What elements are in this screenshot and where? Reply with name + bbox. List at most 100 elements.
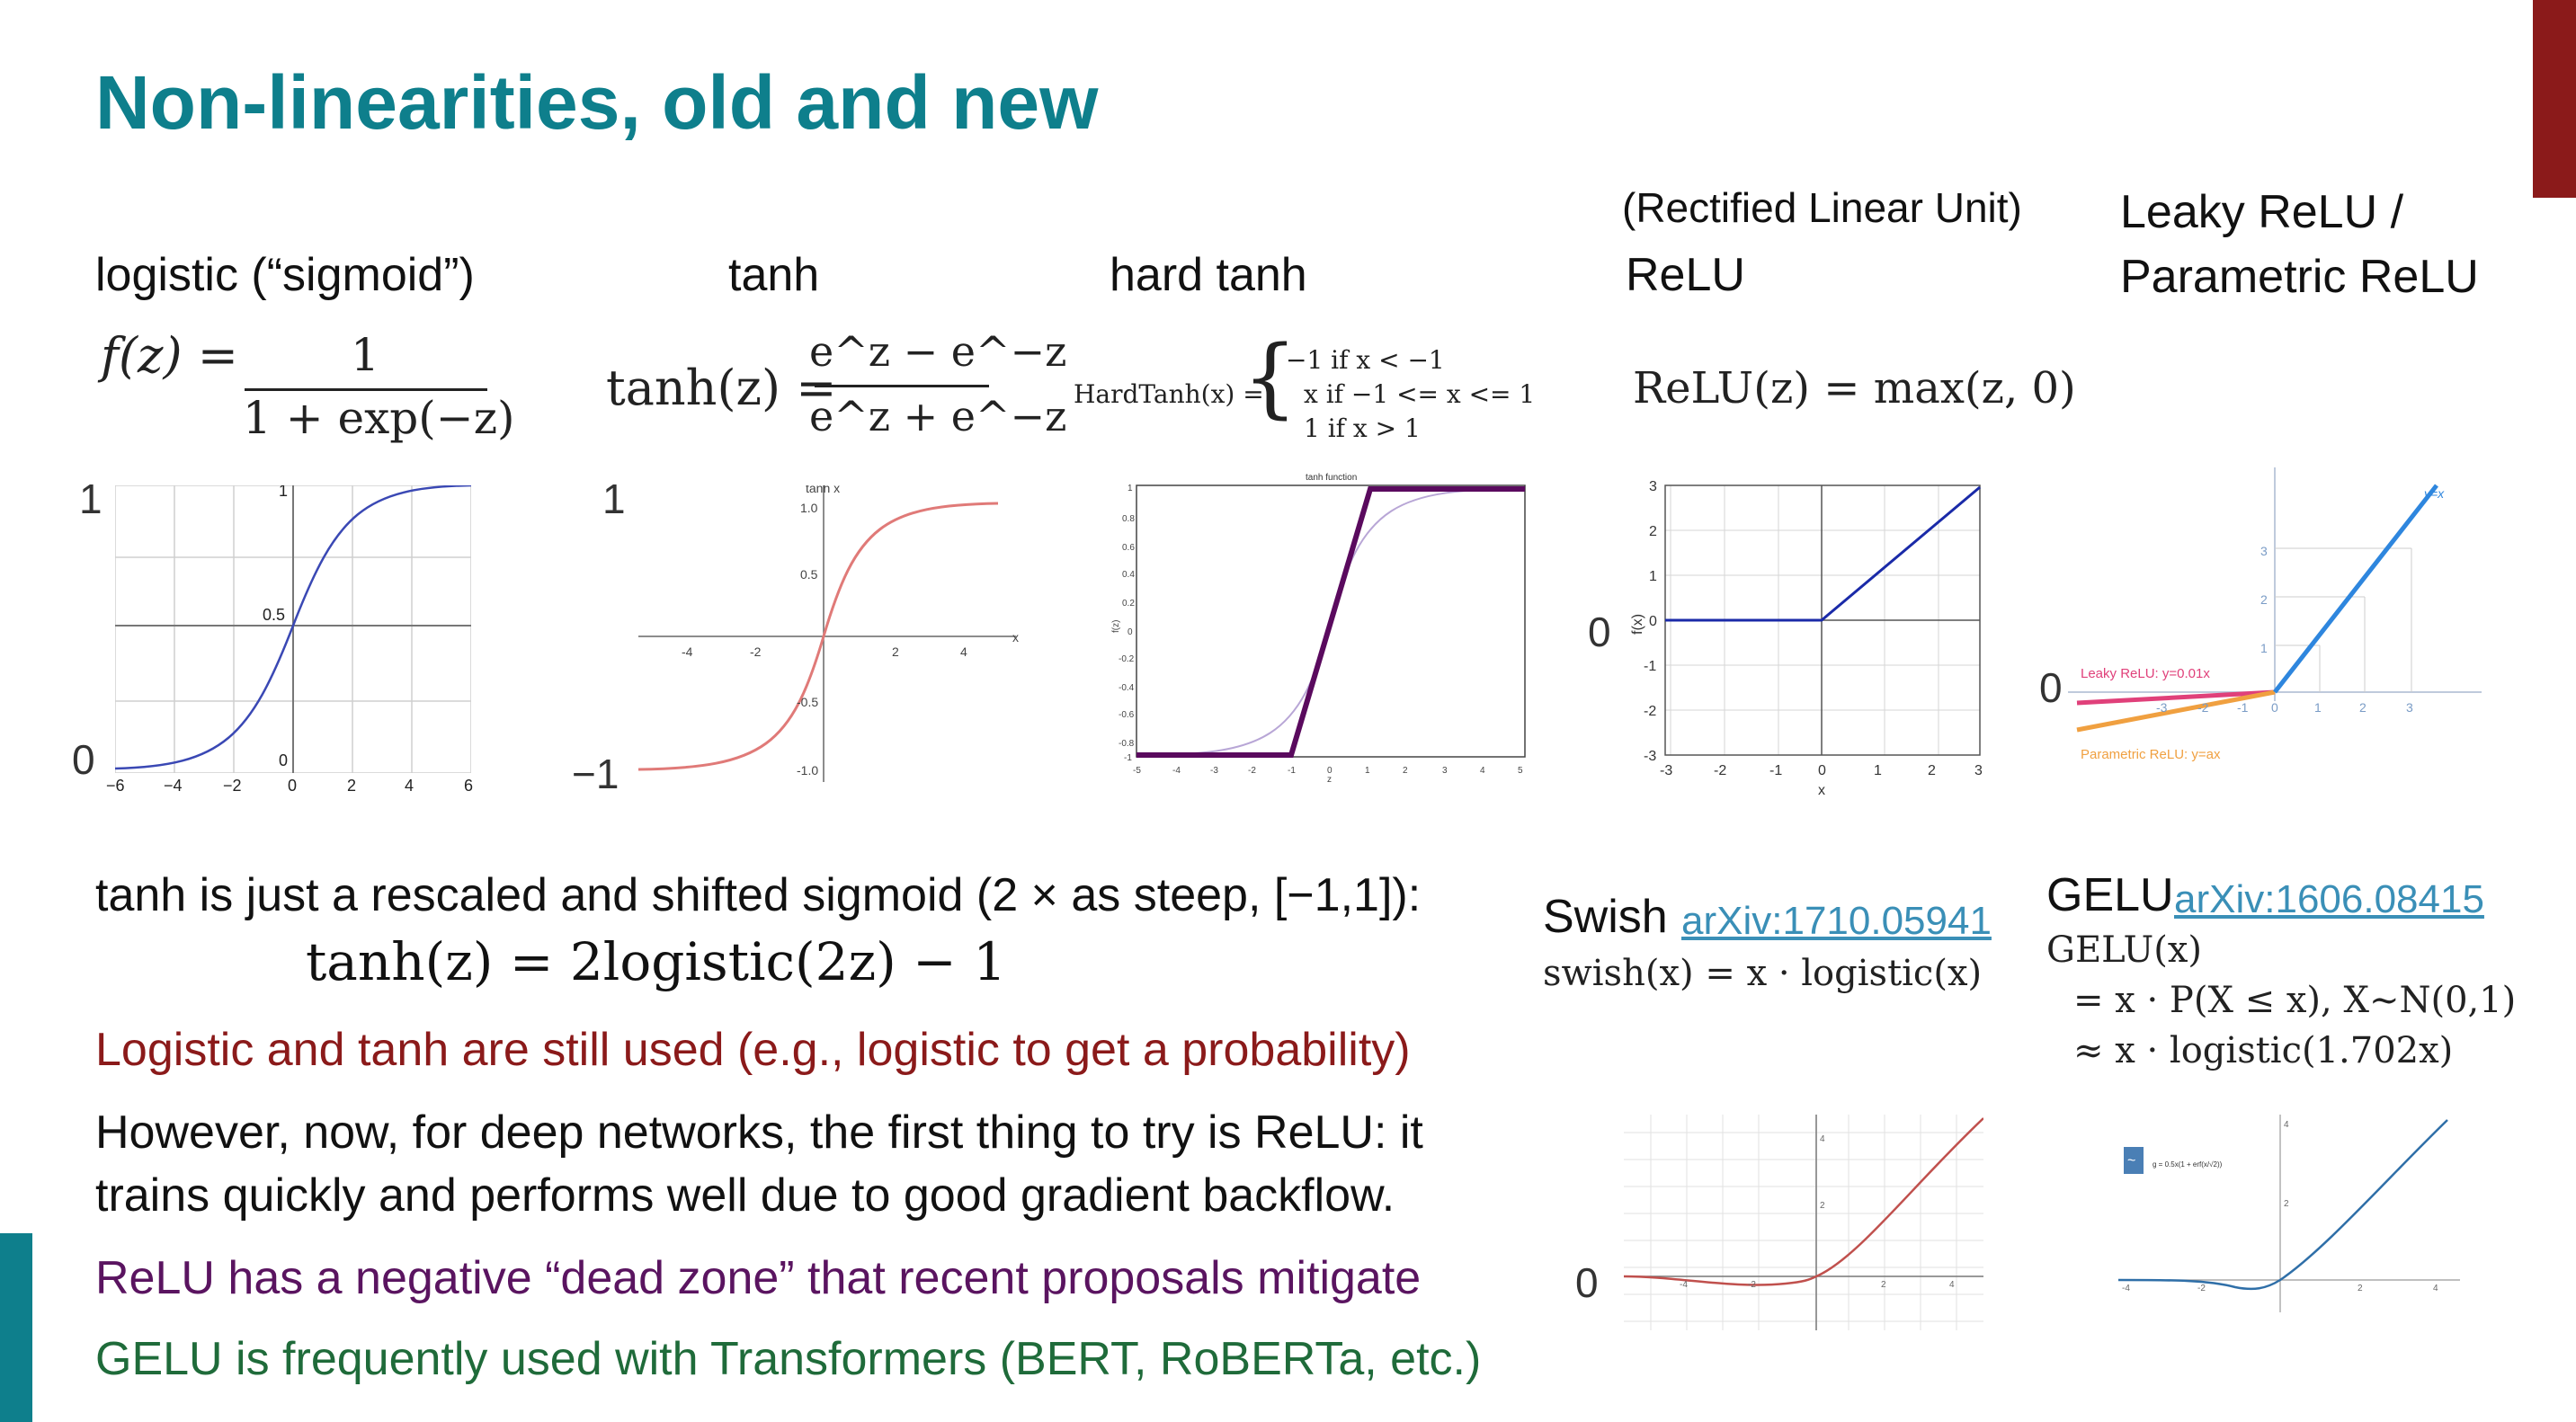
svg-text:x: x	[1012, 630, 1019, 644]
logistic-formula-denominator: 1 + exp(−z)	[243, 392, 515, 444]
svg-text:0: 0	[1649, 614, 1657, 629]
svg-text:-2: -2	[1644, 704, 1656, 719]
svg-text:3: 3	[1442, 766, 1448, 776]
logistic-y-top: 1	[79, 475, 103, 522]
svg-text:4: 4	[1949, 1280, 1955, 1290]
relu-y-zero: 0	[1588, 609, 1611, 655]
svg-text:0.8: 0.8	[1122, 514, 1135, 524]
tanh-y-bottom: −1	[572, 751, 619, 797]
svg-text:4: 4	[960, 644, 967, 659]
hardtanh-formula-lhs: HardTanh(x) =	[1074, 379, 1264, 409]
hardtanh-case-1: −1 if x < −1	[1286, 345, 1445, 375]
gelu-formula-line3: ≈ x · logistic(1.702x)	[2073, 1030, 2454, 1071]
relu-label: ReLU	[1626, 249, 1745, 301]
svg-text:3: 3	[2260, 544, 2268, 558]
svg-text:-0.2: -0.2	[1119, 654, 1135, 664]
tanh-formula-lhs: tanh(z) =	[606, 360, 837, 416]
gelu-formula-line2: = x · P(X ≤ x), X∼N(0,1)	[2073, 980, 2517, 1021]
svg-text:-0.8: -0.8	[1119, 739, 1135, 749]
logistic-label: logistic (“sigmoid”)	[95, 249, 475, 301]
svg-text:-3: -3	[1660, 763, 1672, 778]
gelu-icon	[2124, 1147, 2144, 1174]
svg-text:3: 3	[2406, 700, 2413, 715]
svg-text:-1: -1	[2237, 700, 2249, 715]
svg-text:-1: -1	[1644, 659, 1656, 674]
swish-curve	[1624, 1117, 1983, 1286]
hardtanh-plot-title: tanh function	[1306, 473, 1357, 483]
svg-text:-0.6: -0.6	[1119, 710, 1135, 720]
leaky-relu-param-line	[2076, 689, 2276, 733]
logistic-formula-lhs: f(z) =	[101, 327, 238, 384]
leaky-line-label: y=x	[2423, 486, 2445, 501]
corner-accent-bar	[2533, 0, 2576, 198]
leaky-relu-text: Leaky ReLU: y=0.01x	[2081, 666, 2210, 681]
tanh-formula-denominator: e^z + e^−z	[809, 392, 1067, 440]
svg-text:g = 0.5x(1 + erf(x/√2)): g = 0.5x(1 + erf(x/√2))	[2153, 1160, 2223, 1169]
logistic-ytick-0: 0	[279, 751, 288, 769]
svg-text:2: 2	[1928, 763, 1936, 778]
svg-text:x: x	[1818, 783, 1825, 798]
svg-text:2: 2	[892, 644, 899, 659]
leaky-y-zero: 0	[2039, 664, 2063, 711]
hardtanh-label: hard tanh	[1110, 249, 1307, 301]
swish-y-zero: 0	[1575, 1259, 1599, 1306]
tanh-formula-numerator: e^z − e^−z	[809, 327, 1067, 376]
svg-text:-1: -1	[1124, 753, 1132, 763]
svg-text:0: 0	[2271, 700, 2278, 715]
svg-text:-2: -2	[1248, 766, 1256, 776]
svg-text:2: 2	[1820, 1201, 1825, 1211]
svg-text:2: 2	[2359, 700, 2367, 715]
svg-text:-0.4: -0.4	[1119, 683, 1135, 693]
bullet-relu-first-line2: trains quickly and performs well due to …	[95, 1169, 1395, 1222]
gelu-arxiv-link[interactable]: arXiv:1606.08415	[2174, 877, 2484, 921]
hardtanh-curve	[1136, 486, 1525, 758]
tanh-chart: tanh x 1.0 0.5 -0.5 -1.0 -4 -2 2 4 x	[638, 485, 1019, 782]
logistic-formula-numerator: 1	[351, 329, 379, 381]
svg-text:-3: -3	[1644, 749, 1656, 764]
svg-text:z: z	[1327, 775, 1332, 782]
svg-text:-4: -4	[2122, 1284, 2130, 1293]
bullet-dead-zone: ReLU has a negative “dead zone” that rec…	[95, 1252, 1422, 1304]
svg-text:-2: -2	[2197, 700, 2209, 715]
svg-text:-1: -1	[1288, 766, 1296, 776]
svg-text:1: 1	[2314, 700, 2322, 715]
logistic-curve	[115, 485, 471, 770]
svg-text:2: 2	[1649, 524, 1657, 539]
swish-arxiv-link[interactable]: arXiv:1710.05941	[1681, 899, 1992, 943]
hardtanh-case-2: x if −1 <= x <= 1	[1304, 379, 1536, 409]
tanh-curve	[638, 502, 999, 771]
tanh-fraction-bar	[815, 385, 989, 387]
svg-text:-4: -4	[682, 644, 693, 659]
bullet-gelu-transformers: GELU is frequently used with Transformer…	[95, 1333, 1482, 1385]
svg-text:0.5: 0.5	[800, 567, 818, 582]
svg-text:-2: -2	[1714, 763, 1726, 778]
svg-text:-4: -4	[1680, 1280, 1688, 1290]
svg-text:-2: -2	[1748, 1280, 1756, 1290]
svg-text:f(z): f(z)	[1111, 620, 1121, 633]
svg-text:-3: -3	[1210, 766, 1218, 776]
svg-text:1: 1	[1649, 569, 1657, 584]
bullet-tanh-rescaled: tanh is just a rescaled and shifted sigm…	[95, 869, 1422, 921]
svg-text:~: ~	[2127, 1153, 2135, 1169]
svg-text:-2: -2	[2197, 1284, 2206, 1293]
svg-text:2: 2	[1403, 766, 1408, 776]
svg-text:-4: -4	[1172, 766, 1181, 776]
logistic-ytick-05: 0.5	[263, 606, 285, 624]
svg-text:-0.5: -0.5	[797, 695, 818, 709]
swish-formula: swish(x) = x · logistic(x)	[1543, 953, 1983, 994]
svg-text:3: 3	[1974, 763, 1983, 778]
svg-text:1: 1	[1128, 484, 1133, 493]
logistic-y-bottom: 0	[72, 736, 95, 783]
parametric-relu-label: Parametric ReLU	[2120, 251, 2479, 303]
svg-text:-5: -5	[1133, 766, 1141, 776]
svg-text:4: 4	[1820, 1134, 1825, 1144]
param-relu-text: Parametric ReLU: y=ax	[2081, 747, 2221, 762]
svg-text:5: 5	[1518, 766, 1523, 776]
svg-text:tanh x: tanh x	[806, 485, 840, 495]
gelu-formula-line1: GELU(x)	[2046, 929, 2203, 971]
svg-text:-1: -1	[1769, 763, 1782, 778]
hardtanh-chart: tanh function 1 0.8 0.6 0.4 0.2 0 -0.2 -0.4 -0…	[1111, 473, 1526, 782]
svg-text:1: 1	[1874, 763, 1882, 778]
tanh-y-top: 1	[602, 475, 626, 522]
